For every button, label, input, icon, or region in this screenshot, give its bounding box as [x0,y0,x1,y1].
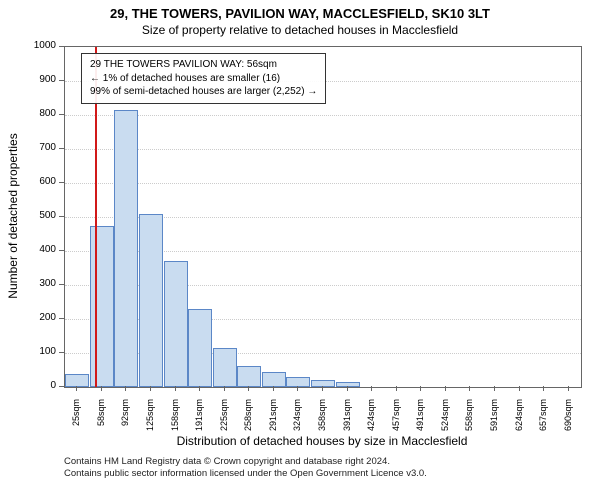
x-tick [224,386,225,391]
x-tick-label: 158sqm [170,399,180,449]
x-tick-label: 92sqm [120,399,130,449]
x-tick [150,386,151,391]
x-tick-label: 391sqm [342,399,352,449]
y-tick-label: 300 [24,278,56,289]
x-tick [199,386,200,391]
x-tick [273,386,274,391]
y-tick-label: 700 [24,142,56,153]
footer-line-2: Contains public sector information licen… [64,468,580,480]
y-tick [59,318,64,319]
y-tick-label: 500 [24,210,56,221]
x-tick [494,386,495,391]
x-tick-label: 457sqm [391,399,401,449]
x-tick [322,386,323,391]
x-tick-label: 558sqm [464,399,474,449]
x-tick [445,386,446,391]
histogram-bar [262,372,286,387]
x-tick-label: 624sqm [514,399,524,449]
x-tick-label: 258sqm [243,399,253,449]
x-tick-label: 125sqm [145,399,155,449]
y-tick-label: 200 [24,312,56,323]
info-box-line: 99% of semi-detached houses are larger (… [90,85,317,99]
x-tick [371,386,372,391]
x-tick-label: 25sqm [71,399,81,449]
y-tick [59,216,64,217]
x-tick [469,386,470,391]
histogram-bar [237,366,261,387]
histogram-bar [139,214,163,387]
x-tick-label: 690sqm [563,399,573,449]
y-tick [59,46,64,47]
gridline [65,183,581,184]
info-box-line: 29 THE TOWERS PAVILION WAY: 56sqm [90,58,317,72]
x-tick [248,386,249,391]
x-tick [519,386,520,391]
info-box-line: ← 1% of detached houses are smaller (16) [90,72,317,86]
histogram-bar [336,382,360,387]
x-tick-label: 225sqm [219,399,229,449]
y-tick [59,80,64,81]
x-tick-label: 291sqm [268,399,278,449]
y-tick-label: 600 [24,176,56,187]
page-subtitle: Size of property relative to detached ho… [0,21,600,37]
y-tick-label: 800 [24,108,56,119]
histogram-bar [213,348,237,387]
y-tick-label: 400 [24,244,56,255]
gridline [65,149,581,150]
y-tick-label: 0 [24,380,56,391]
x-tick [420,386,421,391]
histogram-bar [188,309,212,387]
y-tick-label: 100 [24,346,56,357]
y-tick [59,386,64,387]
property-info-box: 29 THE TOWERS PAVILION WAY: 56sqm← 1% of… [81,53,326,104]
x-tick-label: 58sqm [96,399,106,449]
x-tick-label: 591sqm [489,399,499,449]
x-tick [125,386,126,391]
x-tick [396,386,397,391]
gridline [65,115,581,116]
y-tick-label: 1000 [24,40,56,51]
y-tick [59,352,64,353]
y-tick [59,114,64,115]
histogram-bar [114,110,138,387]
y-tick [59,182,64,183]
x-tick-label: 524sqm [440,399,450,449]
x-tick [543,386,544,391]
footer-attribution: Contains HM Land Registry data © Crown c… [64,456,580,481]
y-axis-label: Number of detached properties [6,116,20,316]
x-tick [175,386,176,391]
footer-line-1: Contains HM Land Registry data © Crown c… [64,456,580,468]
page-title: 29, THE TOWERS, PAVILION WAY, MACCLESFIE… [0,0,600,21]
x-tick-label: 324sqm [292,399,302,449]
x-tick [347,386,348,391]
x-tick-label: 491sqm [415,399,425,449]
x-tick [76,386,77,391]
x-tick [101,386,102,391]
histogram-bar [90,226,114,388]
x-tick-label: 358sqm [317,399,327,449]
chart-plot-area: 29 THE TOWERS PAVILION WAY: 56sqm← 1% of… [64,46,582,388]
x-tick [297,386,298,391]
y-tick [59,148,64,149]
y-tick [59,284,64,285]
x-tick-label: 424sqm [366,399,376,449]
x-tick [568,386,569,391]
y-tick [59,250,64,251]
y-tick-label: 900 [24,74,56,85]
histogram-bar [164,261,188,387]
x-tick-label: 191sqm [194,399,204,449]
x-tick-label: 657sqm [538,399,548,449]
